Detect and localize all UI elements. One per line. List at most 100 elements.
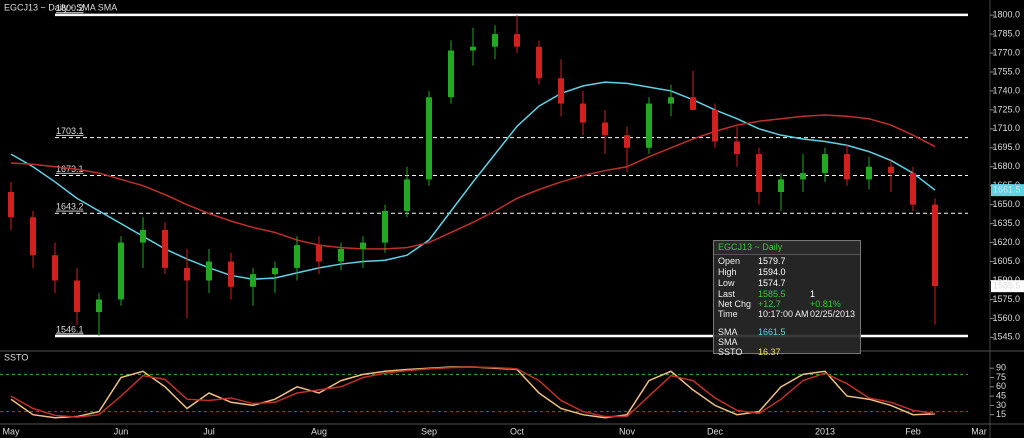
candle-body: [338, 248, 344, 262]
y-tick-label: 1770.0: [992, 47, 1020, 57]
info-cell: Open: [718, 256, 741, 266]
candle-body: [360, 242, 366, 249]
last-badge: [991, 280, 1024, 293]
y-tick-label: 1725.0: [992, 104, 1020, 114]
x-tick-label: Dec: [707, 426, 724, 436]
info-box: EGCJ13 ~ Daily Open 1579.7 High 1594.0 Low 15…: [713, 240, 861, 357]
candle-body: [734, 141, 740, 155]
x-tick-label: Jul: [203, 426, 215, 436]
lower-y-tick-label: 30: [996, 400, 1006, 410]
y-tick-label: 1785.0: [992, 28, 1020, 38]
candle-body: [822, 154, 828, 174]
candle-body: [844, 154, 850, 180]
candle-body: [580, 103, 586, 123]
info-cell: 1661.5: [758, 327, 786, 337]
candle-body: [624, 135, 630, 148]
sma-line: [10, 114, 936, 250]
candle-body: [712, 109, 718, 142]
candle-body: [888, 166, 894, 174]
info-cell: 1579.7: [758, 256, 786, 266]
candle-body: [184, 267, 190, 281]
info-cell: Low: [718, 278, 735, 288]
candle-body: [492, 34, 498, 47]
candle-body: [140, 229, 146, 243]
candle-body: [206, 261, 212, 281]
level-label: 1800.2: [56, 3, 84, 13]
info-cell: 10:17:00 AM: [758, 309, 809, 319]
lower-y-tick-label: 90: [996, 363, 1006, 373]
y-tick-label: 1680.0: [992, 161, 1020, 171]
candle-body: [910, 173, 916, 205]
info-cell: High: [718, 267, 737, 277]
y-tick-label: 1695.0: [992, 142, 1020, 152]
x-tick-label: May: [2, 426, 20, 436]
candle-body: [602, 122, 608, 136]
lower-y-tick-label: 45: [996, 390, 1006, 400]
info-cell: SSTO: [718, 347, 743, 357]
ssto-line: [10, 366, 936, 418]
candle-body: [470, 46, 476, 51]
level-label: 1643.2: [56, 202, 84, 212]
candle-body: [558, 78, 564, 104]
y-tick-label: 1620.0: [992, 237, 1020, 247]
x-tick-label: Jun: [114, 426, 129, 436]
x-tick-label: Sep: [421, 426, 437, 436]
candle-body: [294, 245, 300, 268]
candle-body: [866, 166, 872, 180]
candle-body: [514, 34, 520, 47]
candle-body: [426, 97, 432, 180]
candle-body: [228, 261, 234, 287]
info-cell: Last: [718, 289, 736, 299]
info-cell: +0.81%: [810, 299, 841, 309]
candle-body: [250, 274, 256, 287]
x-tick-label: Oct: [510, 426, 525, 436]
x-tick-label: 2013: [815, 426, 835, 436]
candle-body: [8, 192, 14, 218]
x-tick-label: Feb: [905, 426, 921, 436]
lower-y-tick-label: 75: [996, 372, 1006, 382]
candle-body: [30, 217, 36, 256]
info-cell: 1585.5: [758, 289, 786, 299]
candle-body: [316, 245, 322, 262]
y-tick-label: 1740.0: [992, 85, 1020, 95]
info-cell: 1574.7: [758, 278, 786, 288]
info-cell: 1: [810, 289, 816, 299]
chart-title: EGCJ13 ~ Daily - SMA SMA: [4, 2, 117, 12]
info-cell: 1594.0: [758, 267, 786, 277]
lower-y-tick-label: 60: [996, 381, 1006, 391]
y-tick-label: 1605.0: [992, 256, 1020, 266]
info-title: EGCJ13 ~ Daily: [714, 241, 860, 255]
candle-body: [382, 210, 388, 243]
candle-body: [404, 179, 410, 211]
y-tick-label: 1650.0: [992, 199, 1020, 209]
y-tick-label: 1545.0: [992, 332, 1020, 342]
info-cell: SMA: [718, 327, 738, 337]
candle-body: [96, 299, 102, 313]
info-cell: +12.7: [758, 299, 781, 309]
info-cell: 02/25/2013: [810, 309, 856, 319]
info-cell: 16.37: [758, 347, 781, 357]
candle-body: [52, 255, 58, 281]
lower-y-tick-label: 15: [996, 409, 1006, 419]
candle-body: [448, 50, 454, 98]
level-label: 1546.1: [56, 324, 84, 334]
info-cell: Net Chg: [718, 299, 752, 309]
y-tick-label: 1635.0: [992, 218, 1020, 228]
last-badge-label: 1661.5: [993, 185, 1021, 195]
x-tick-label: Aug: [311, 426, 327, 436]
last-badge-label: 1585.5: [993, 281, 1021, 291]
info-cell: Time: [718, 309, 738, 319]
candle-body: [756, 154, 762, 193]
x-tick-label: Nov: [619, 426, 636, 436]
last-badge: [991, 184, 1024, 197]
x-tick-label: Mar: [971, 426, 987, 436]
y-tick-label: 1575.0: [992, 294, 1020, 304]
y-tick-label: 1560.0: [992, 313, 1020, 323]
candle-body: [118, 242, 124, 300]
y-tick-label: 1800.0: [992, 9, 1020, 19]
candle-body: [162, 229, 168, 268]
y-tick-label: 1590.0: [992, 275, 1020, 285]
candle-body: [646, 103, 652, 148]
